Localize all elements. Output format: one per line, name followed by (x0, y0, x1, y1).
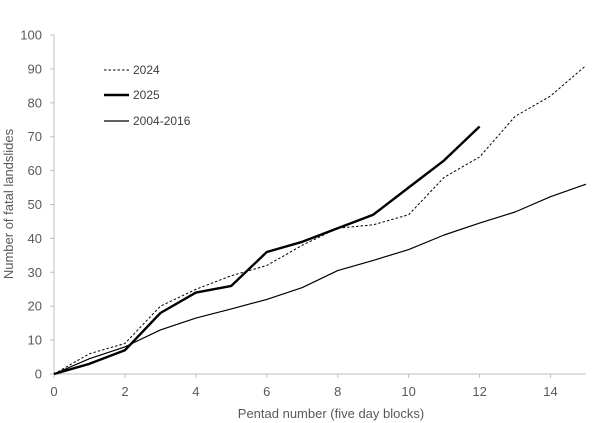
series-layer (53, 65, 587, 376)
series-line-2025 (53, 125, 481, 376)
x-tick-label: 6 (263, 384, 270, 399)
x-tick-label: 14 (543, 384, 557, 399)
y-tick-label: 100 (20, 28, 42, 43)
axes: 0 10 20 30 40 50 60 70 80 90 100 0 2 4 6 8 10 12 14 (20, 28, 586, 399)
y-axis-title: Number of fatal landslides (1, 128, 16, 279)
x-tick-label: 2 (121, 384, 128, 399)
series-line-2004-2016 (53, 183, 587, 375)
legend: 2024 2025 2004-2016 (104, 63, 191, 128)
y-tick-label: 40 (28, 231, 42, 246)
y-tick-label: 80 (28, 95, 42, 110)
legend-label-2025: 2025 (133, 88, 160, 102)
x-tick-label: 12 (472, 384, 486, 399)
legend-label-2024: 2024 (133, 63, 160, 77)
y-tick-label: 20 (28, 299, 42, 314)
series-line-2024 (53, 65, 587, 375)
y-tick-label: 10 (28, 333, 42, 348)
x-tick-label: 10 (401, 384, 415, 399)
x-tick-label: 8 (334, 384, 341, 399)
y-tick-label: 50 (28, 197, 42, 212)
legend-label-2004-2016: 2004-2016 (133, 114, 191, 128)
y-tick-label: 30 (28, 265, 42, 280)
x-tick-label: 0 (50, 384, 57, 399)
y-tick-label: 60 (28, 163, 42, 178)
x-axis-title: Pentad number (five day blocks) (238, 406, 424, 421)
y-tick-label: 0 (35, 367, 42, 382)
x-tick-label: 4 (192, 384, 199, 399)
y-tick-label: 70 (28, 129, 42, 144)
y-tick-label: 90 (28, 61, 42, 76)
